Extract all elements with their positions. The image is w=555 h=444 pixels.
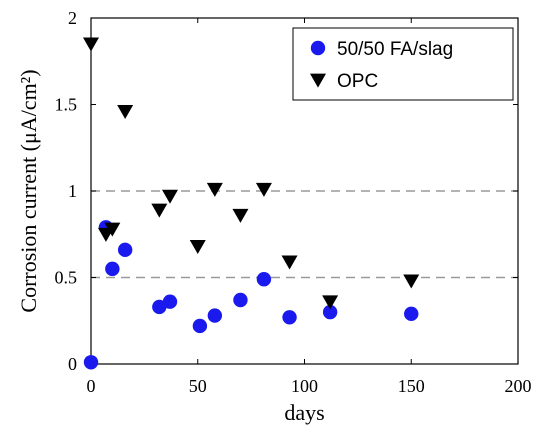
data-point-opc <box>161 189 178 204</box>
legend-marker-fa-slag <box>310 40 326 56</box>
data-point-fa-slag <box>105 261 120 277</box>
legend: 50/50 FA/slag OPC <box>292 27 514 101</box>
data-series <box>83 37 420 370</box>
data-point-opc <box>403 274 420 289</box>
data-point-fa-slag <box>256 272 272 287</box>
y-tick-label: 1 <box>68 181 77 201</box>
data-point-fa-slag <box>233 292 248 308</box>
legend-box <box>292 27 514 101</box>
legend-marker-opc <box>310 73 326 88</box>
data-point-fa-slag <box>162 294 178 309</box>
data-point-opc <box>255 182 272 197</box>
legend-label-opc: OPC <box>337 71 378 92</box>
data-point-opc <box>151 203 168 218</box>
x-axis-label: days <box>284 400 324 425</box>
data-point-fa-slag <box>404 306 419 322</box>
data-point-fa-slag <box>282 310 297 325</box>
x-tick-label: 150 <box>398 376 425 396</box>
data-point-fa-slag <box>83 355 99 370</box>
data-point-opc <box>281 255 298 270</box>
y-tick-label: 0 <box>68 354 77 374</box>
axis-ticks: 0 50 100 150 200 0 0.5 1 1.5 2 <box>55 8 532 396</box>
data-point-opc <box>117 105 134 120</box>
x-tick-label: 0 <box>87 376 96 396</box>
data-point-opc <box>322 295 339 310</box>
reference-lines <box>91 190 518 279</box>
data-point-opc <box>206 182 223 197</box>
y-axis-label: Corrosion current (μA/cm²) <box>16 69 41 312</box>
data-point-fa-slag <box>152 299 167 315</box>
y-tick-label: 0.5 <box>55 268 78 288</box>
x-tick-label: 50 <box>189 376 207 396</box>
data-point-opc <box>189 239 206 254</box>
x-tick-label: 100 <box>291 376 318 396</box>
y-tick-label: 2 <box>68 8 77 28</box>
y-tick-label: 1.5 <box>55 95 78 115</box>
data-point-fa-slag <box>207 308 223 323</box>
series-opc <box>83 37 420 310</box>
x-tick-label: 200 <box>505 376 532 396</box>
data-point-fa-slag <box>322 304 338 320</box>
data-point-fa-slag <box>117 242 133 258</box>
series-fa-slag <box>83 220 419 370</box>
legend-label-fa-slag: 50/50 FA/slag <box>337 39 453 60</box>
data-point-fa-slag <box>192 318 208 334</box>
data-point-opc <box>232 208 249 223</box>
data-point-opc <box>104 222 121 237</box>
data-point-opc <box>83 37 99 52</box>
